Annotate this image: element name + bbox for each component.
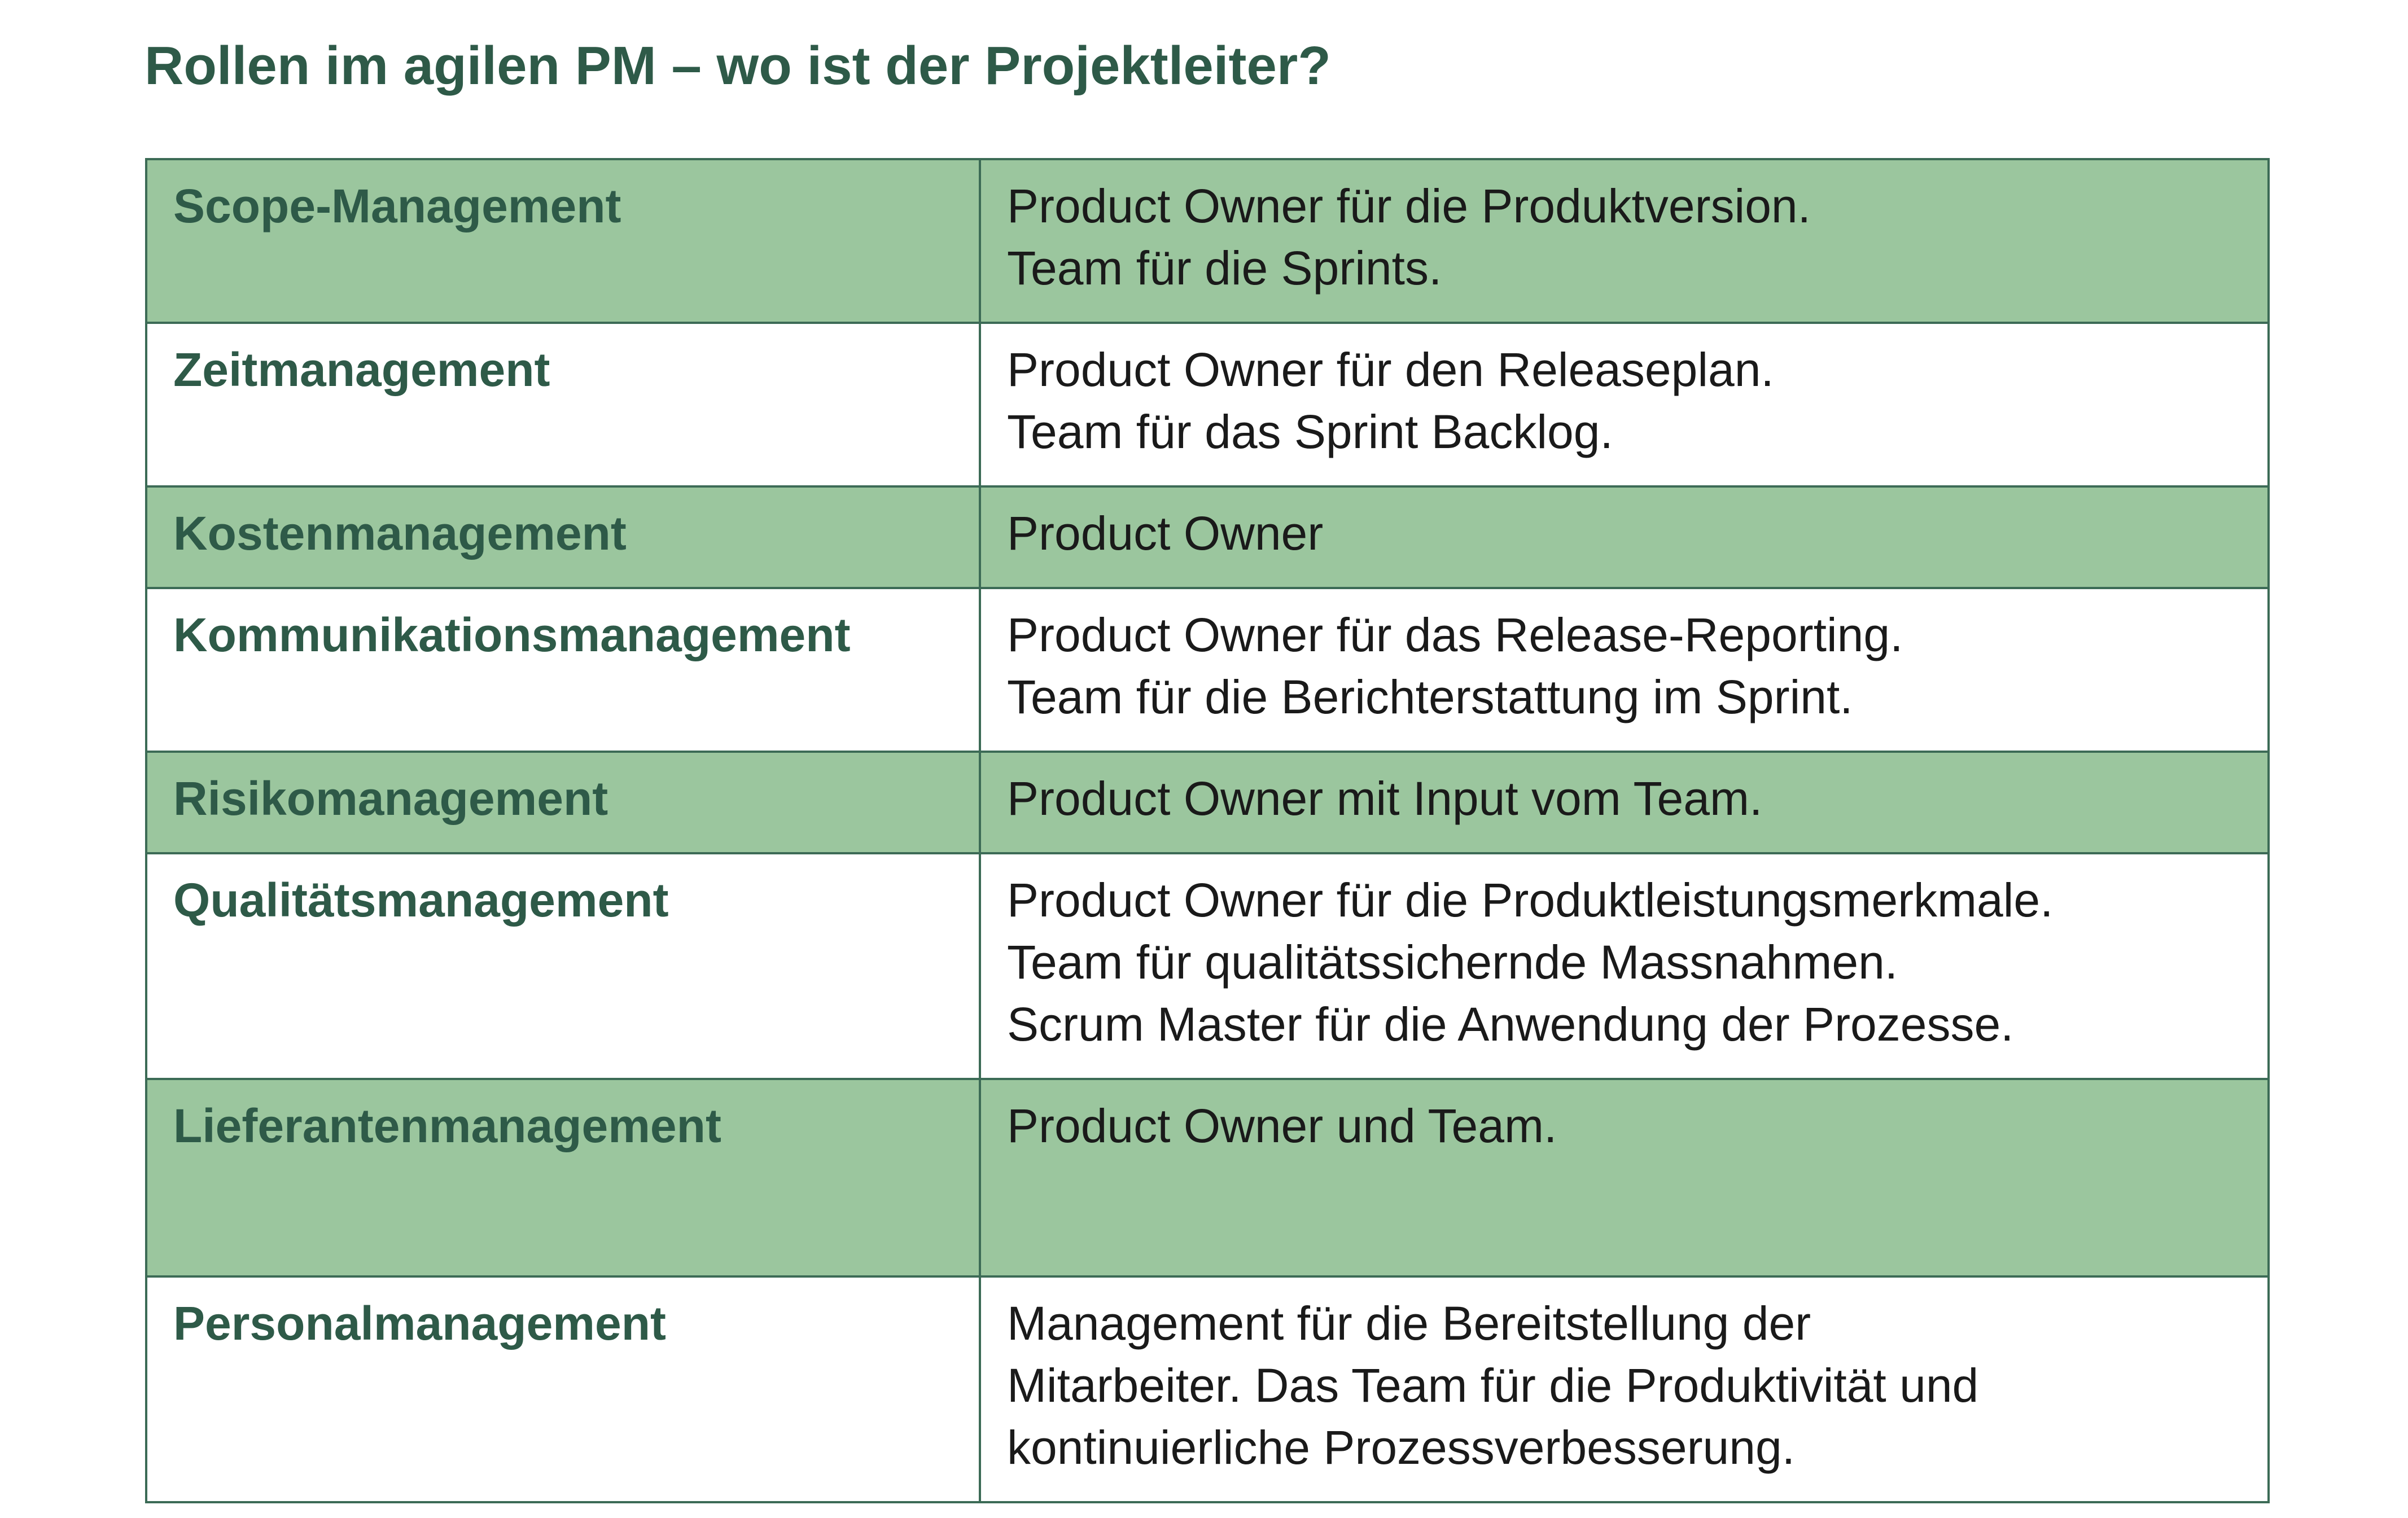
responsibility-cell: Product Owner und Team. <box>979 1078 2270 1278</box>
responsibility-cell: Product Owner für die Produktleistungsme… <box>979 852 2270 1080</box>
responsibility-cell: Product Owner für die Produktversion. Te… <box>979 158 2270 324</box>
responsibility-line: Product Owner mit Input vom Team. <box>1007 772 1763 825</box>
table-row: Kostenmanagement Product Owner <box>145 485 2270 589</box>
responsibility-cell: Product Owner für den Releaseplan. Team … <box>979 322 2270 488</box>
responsibility-line: Team für die Berichterstattung im Sprint… <box>1007 670 1853 723</box>
responsibility-line: Product Owner für die Produktleistungsme… <box>1007 874 2054 927</box>
responsibility-cell: Product Owner <box>979 485 2270 589</box>
responsibility-cell: Management für die Bereitstellung der Mi… <box>979 1275 2270 1503</box>
table-row: Lieferantenmanagement Product Owner und … <box>145 1078 2270 1278</box>
responsibility-line: Mitarbeiter. Das Team für die Produktivi… <box>1007 1359 1979 1412</box>
table-row: Kommunikationsmanagement Product Owner f… <box>145 587 2270 753</box>
responsibility-line: Team für das Sprint Backlog. <box>1007 405 1613 458</box>
table-row: Qualitätsmanagement Product Owner für di… <box>145 852 2270 1080</box>
responsibility-line: Product Owner für das Release-Reporting. <box>1007 608 1903 661</box>
responsibility-line: Team für die Sprints. <box>1007 242 1442 295</box>
page-title: Rollen im agilen PM – wo ist der Projekt… <box>145 36 1331 96</box>
responsibility-line: Product Owner für die Produktversion. <box>1007 179 1811 232</box>
area-cell: Zeitmanagement <box>145 322 981 488</box>
responsibility-line: Management für die Bereitstellung der <box>1007 1297 1811 1350</box>
area-cell: Kostenmanagement <box>145 485 981 589</box>
area-cell: Risikomanagement <box>145 751 981 854</box>
area-cell: Lieferantenmanagement <box>145 1078 981 1278</box>
area-cell: Kommunikationsmanagement <box>145 587 981 753</box>
responsibility-line: Team für qualitätssichernde Massnahmen. <box>1007 936 1898 989</box>
area-cell: Qualitätsmanagement <box>145 852 981 1080</box>
roles-table: Scope-Management Product Owner für die P… <box>145 158 2270 1503</box>
responsibility-line: Product Owner <box>1007 507 1324 560</box>
responsibility-line: kontinuierliche Prozessverbesserung. <box>1007 1421 1796 1474</box>
responsibility-line: Product Owner für den Releaseplan. <box>1007 343 1774 396</box>
area-cell: Scope-Management <box>145 158 981 324</box>
responsibility-line: Product Owner und Team. <box>1007 1099 1557 1152</box>
table-row: Scope-Management Product Owner für die P… <box>145 158 2270 324</box>
responsibility-cell: Product Owner mit Input vom Team. <box>979 751 2270 854</box>
responsibility-cell: Product Owner für das Release-Reporting.… <box>979 587 2270 753</box>
responsibility-line: Scrum Master für die Anwendung der Proze… <box>1007 998 2014 1051</box>
area-cell: Personalmanagement <box>145 1275 981 1503</box>
table-row: Zeitmanagement Product Owner für den Rel… <box>145 322 2270 488</box>
table-row: Personalmanagement Management für die Be… <box>145 1275 2270 1503</box>
table-row: Risikomanagement Product Owner mit Input… <box>145 751 2270 854</box>
